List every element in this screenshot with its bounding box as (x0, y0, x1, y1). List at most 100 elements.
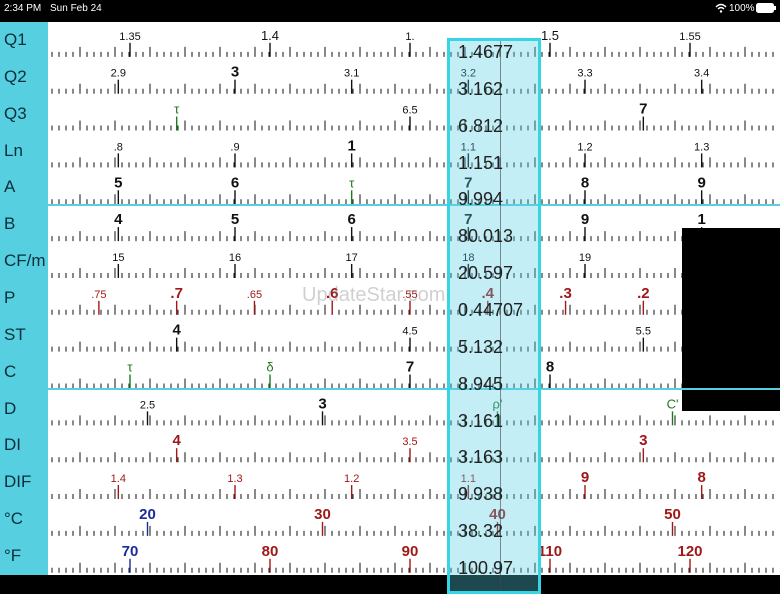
scale-number: 9 (581, 469, 589, 486)
scale-label-p: P (4, 287, 16, 307)
scale-label-c: C (4, 361, 17, 381)
scale-number: 90 (402, 543, 419, 560)
scale-number: .9 (230, 141, 239, 153)
scale-number: .6 (326, 285, 339, 302)
scale-row: .8 .9 1 1.1 1.2 1.3 (51, 137, 774, 168)
scale-number: 1.55 (679, 31, 700, 43)
scale-row: 20 30 40 50 (51, 506, 774, 536)
scale-number: 8 (697, 469, 705, 486)
scale-number: 16 (229, 252, 241, 264)
scale-number: 8 (546, 359, 554, 376)
scale-number: 3.5 (402, 436, 417, 448)
scale-number: 7 (464, 174, 472, 191)
scale-row: 5 6 τ 7 8 9 (51, 174, 774, 205)
scale-label-b: B (4, 214, 16, 234)
scale-area[interactable]: 1.35 1.4 1. 1.5 1.55 2.9 3 3.1 3.2 3.3 3.4 τ 6.5 7.8.… (48, 22, 780, 575)
scale-number: .4 (482, 285, 495, 302)
slide-rule[interactable]: Q1 Q2 Q3 Ln A B CF/m P ST C D DI DIF °C °F 1.35 1.4 1. 1.… (0, 22, 780, 594)
scale-number: .55 (402, 289, 417, 301)
scale-number: 1.4 (111, 473, 126, 485)
scale-number: 7 (464, 211, 472, 228)
scale-row: 70 80 90 110 120 (51, 543, 774, 573)
cursor-readout: 9.994 (458, 189, 504, 210)
slide-gap (682, 228, 780, 411)
cursor-readout: 6.812 (458, 115, 504, 136)
scale-number: .7 (170, 285, 183, 302)
scale-label-ln: Ln (4, 140, 23, 160)
scale-number: 1.2 (577, 141, 592, 153)
scale-number: 3 (231, 64, 239, 81)
battery-percent: 100% (729, 3, 755, 14)
scale-label-cfm: CF/m (4, 251, 46, 271)
cursor-readout: 0.44707 (458, 299, 524, 320)
cursor[interactable]: 1.4677 3.162 6.812 1.151 9.994 80.013 20.597 0.… (447, 38, 541, 594)
scale-number: τ (127, 360, 133, 375)
scale-number: 4 (172, 432, 181, 449)
scale-number: 1. (405, 31, 414, 43)
status-bar: 2:34 PM Sun Feb 24 100% (0, 0, 780, 18)
wifi-icon (715, 3, 727, 16)
scale-label-c: °C (4, 509, 24, 529)
cursor-readout: 20.597 (458, 263, 514, 284)
cursor-readout: 100.97 (458, 557, 514, 578)
cursor-readout: 3.162 (458, 78, 504, 99)
scale-number: 1.35 (119, 31, 140, 43)
scale-row: 1.35 1.4 1. 1.5 1.55 (51, 28, 774, 57)
status-time: 2:34 PM (4, 3, 42, 14)
scale-number: 110 (538, 543, 562, 560)
scale-label-st: ST (4, 324, 26, 344)
scale-number: 3.4 (694, 68, 709, 80)
scale-number: 18 (462, 252, 474, 264)
scale-number: 1.1 (461, 141, 476, 153)
scale-label-f: °F (4, 545, 22, 565)
scale-number: 1.4 (261, 28, 279, 43)
scale-number: τ (174, 102, 180, 117)
scale-number: 5 (231, 211, 239, 228)
scale-label-q1: Q1 (4, 30, 27, 49)
scale-number: 3.3 (577, 68, 592, 80)
scale-row: 4 3.5 3 (51, 432, 774, 463)
scale-number: 7 (406, 359, 414, 376)
rule-graphic[interactable]: 1.35 1.4 1. 1.5 1.552.9 3 3.1 3.2 3.3 3.4τ 6.5 7.8.… (48, 22, 780, 575)
scale-number: τ (349, 175, 355, 190)
scale-number: 6 (347, 211, 355, 228)
scale-label-di: DI (4, 435, 21, 455)
scale-number: 20 (139, 506, 156, 523)
scale-number: 7 (639, 101, 647, 118)
scale-number: 3 (639, 432, 647, 449)
scale-number: 6.5 (402, 105, 417, 117)
scale-label-q3: Q3 (4, 103, 27, 123)
scale-number: 120 (677, 543, 702, 560)
scale-number: 15 (112, 252, 124, 264)
scale-number: .2 (637, 285, 650, 302)
scale-number: 5.5 (636, 326, 651, 338)
scale-number: .8 (114, 141, 123, 153)
scale-label-dif: DIF (4, 472, 32, 492)
scale-row: 4 4.5 5.5 (51, 322, 774, 352)
scale-number: 3.2 (461, 68, 476, 80)
scale-number: 30 (314, 506, 331, 523)
scale-number: 1 (697, 211, 705, 228)
stator-slide-divider-top (0, 204, 780, 206)
scale-number: C' (667, 396, 679, 411)
scale-number: ρ' (493, 396, 503, 411)
cursor-readout: 3.163 (458, 447, 504, 468)
scale-number: 17 (346, 252, 358, 264)
cursor-readout: 1.151 (458, 152, 504, 173)
scale-labels-panel: Q1 Q2 Q3 Ln A B CF/m P ST C D DI DIF °C °F (0, 22, 48, 575)
scale-label-q2: Q2 (4, 66, 27, 86)
scale-number: 9 (581, 211, 589, 228)
cursor-readout: 8.945 (458, 373, 504, 394)
scale-number: .3 (559, 285, 572, 302)
scale-number: 1.3 (227, 473, 242, 485)
scale-number: 9 (697, 174, 705, 191)
cursor-readout: 9.938 (458, 484, 504, 505)
scale-number: 1.3 (694, 141, 709, 153)
scale-number: .65 (247, 289, 262, 301)
cursor-readout: 5.132 (458, 336, 504, 357)
scale-number: 2.5 (140, 399, 155, 411)
scale-row: τ 6.5 7 (51, 101, 774, 131)
cursor-readout: 38.32 (458, 521, 504, 542)
scale-label-d: D (4, 398, 17, 418)
scale-number: 1.1 (461, 473, 476, 485)
